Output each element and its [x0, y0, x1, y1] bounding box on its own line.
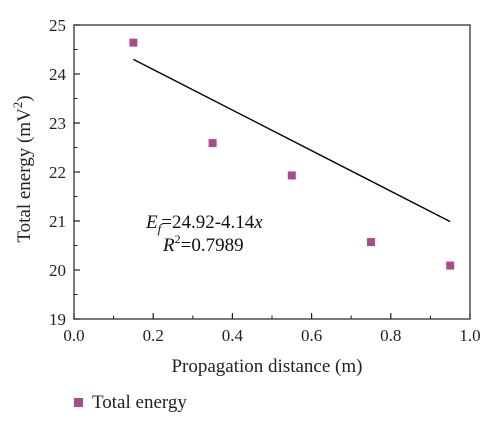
equation-label: Ef=24.92-4.14x — [145, 212, 263, 236]
data-point — [367, 238, 375, 247]
y-tick-label: 19 — [49, 310, 66, 329]
x-tick-label: 1.0 — [459, 326, 480, 345]
legend: Total energy — [74, 392, 187, 413]
y-tick-label: 24 — [49, 65, 67, 84]
data-point — [129, 38, 138, 47]
y-tick-label: 20 — [49, 261, 66, 280]
r-squared-label: R2=0.7989 — [162, 232, 244, 256]
x-tick-label: 0.8 — [380, 326, 401, 345]
x-tick-label: 0.6 — [301, 326, 322, 345]
y-tick-label: 23 — [49, 114, 66, 133]
data-points — [129, 38, 455, 270]
plot-frame — [73, 24, 471, 320]
y-tick-label: 25 — [49, 16, 66, 35]
legend-marker — [74, 398, 83, 407]
y-tick-label: 22 — [49, 163, 66, 182]
data-point — [446, 261, 455, 270]
y-axis-title: Total energy (mV2) — [10, 95, 35, 242]
ticks: 0.0 0.2 0.4 0.6 0.8 1.0 19 20 21 22 23 24 25 — [49, 16, 481, 345]
x-tick-label: 0.2 — [143, 326, 164, 345]
data-point — [208, 139, 217, 148]
fit-line-group — [133, 58, 451, 223]
data-point — [287, 171, 296, 180]
y-tick-label: 21 — [49, 212, 66, 231]
x-axis-title: Propagation distance (m) — [171, 356, 362, 377]
legend-label: Total energy — [92, 392, 187, 413]
x-tick-label: 0.4 — [222, 326, 244, 345]
axes — [73, 24, 471, 320]
fit-line — [133, 58, 451, 223]
x-tick-label: 0.0 — [63, 326, 84, 345]
